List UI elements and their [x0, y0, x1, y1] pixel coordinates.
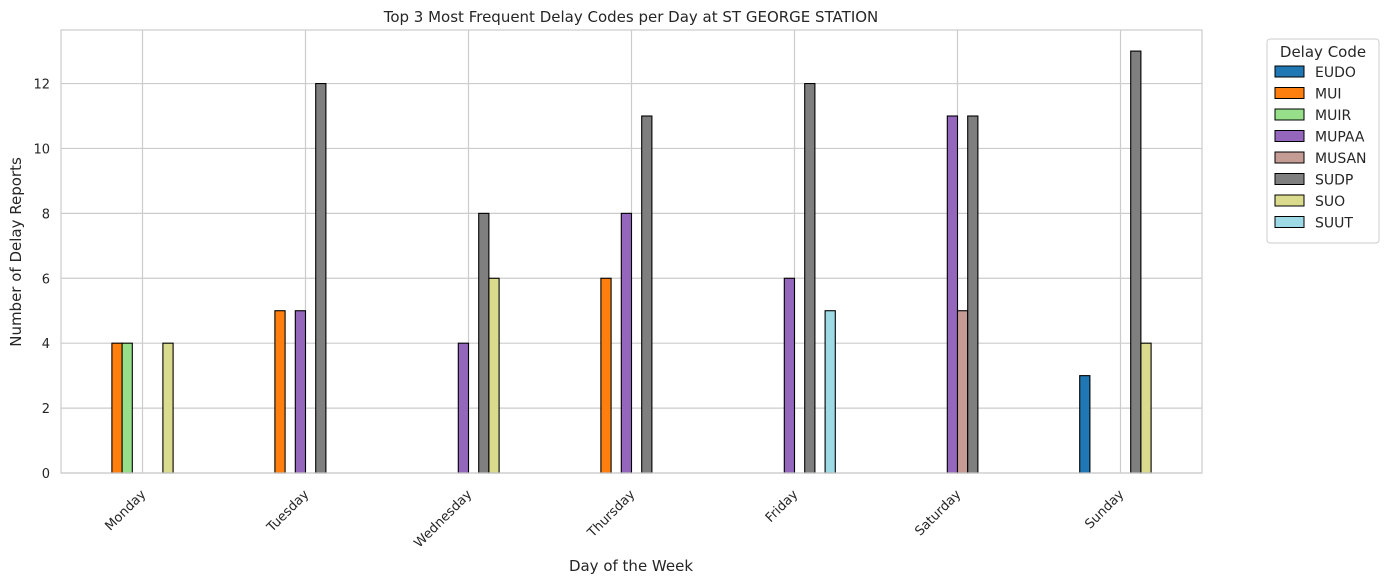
bar-mui-monday	[111, 342, 123, 474]
bar-suo-sunday	[1140, 342, 1152, 474]
bar-mui-tuesday	[274, 310, 286, 474]
bar-muir-monday	[121, 342, 133, 474]
bar-suo-wednesday	[488, 277, 500, 474]
legend-label-muir: MUIR	[1315, 108, 1351, 124]
y-tick-label: 10	[33, 142, 50, 157]
x-tick-label: Tuesday	[264, 487, 313, 536]
legend-label-mupaa: MUPAA	[1315, 130, 1365, 146]
bar-sudp-saturday	[967, 115, 979, 474]
bar-mupaa-saturday	[946, 115, 959, 474]
legend-items: EUDO MUI MUIR MUPAA MUSAN SUDP SUO SUUT	[1274, 65, 1367, 232]
legend-label-suo: SUO	[1315, 194, 1345, 210]
bar-suo-monday	[162, 342, 174, 474]
legend-label-musan: MUSAN	[1315, 151, 1367, 167]
y-tick-label: 0	[42, 467, 50, 482]
bar-musan-saturday	[956, 310, 969, 474]
legend-label-eudo: EUDO	[1315, 65, 1356, 81]
legend-label-mui: MUI	[1315, 87, 1341, 103]
legend-swatch-musan	[1274, 151, 1305, 164]
x-tick-label: Saturday	[912, 487, 964, 539]
y-axis-label: Number of Delay Reports	[7, 157, 25, 347]
legend-swatch-suo	[1274, 194, 1305, 207]
x-axis-ticks: Monday Tuesday Wednesday Thursday Friday Satu…	[102, 487, 1127, 551]
y-tick-label: 8	[42, 207, 50, 222]
legend-swatch-mupaa	[1274, 130, 1305, 142]
bar-mupaa-friday	[783, 277, 796, 474]
chart-title: Top 3 Most Frequent Delay Codes per Day …	[383, 8, 879, 26]
bar-sudp-tuesday	[315, 82, 327, 474]
y-tick-label: 12	[33, 78, 50, 93]
legend-label-suut: SUUT	[1315, 216, 1353, 232]
x-axis-label: Day of the Week	[569, 557, 693, 575]
bar-sudp-friday	[804, 82, 816, 474]
legend-swatch-mui	[1274, 87, 1305, 99]
legend-label-sudp: SUDP	[1315, 173, 1353, 189]
x-tick-label: Sunday	[1082, 487, 1127, 532]
bar-mupaa-tuesday	[294, 310, 307, 474]
bar-eudo-sunday	[1079, 375, 1091, 474]
x-tick-label: Wednesday	[412, 487, 476, 551]
x-tick-label: Monday	[102, 487, 149, 534]
bar-mui-thursday	[600, 277, 612, 474]
y-axis-ticks: 0 2 4 6 8 10 12	[33, 78, 50, 482]
legend-title: Delay Code	[1280, 43, 1366, 61]
bar-suut-friday	[824, 310, 836, 474]
bar-sudp-thursday	[641, 115, 653, 474]
x-tick-label: Friday	[763, 487, 802, 526]
y-tick-label: 4	[42, 337, 50, 352]
bar-mupaa-thursday	[620, 212, 633, 474]
legend-swatch-suut	[1274, 216, 1305, 228]
legend-swatch-sudp	[1274, 173, 1305, 185]
bar-sudp-wednesday	[478, 212, 490, 474]
y-tick-label: 6	[42, 272, 50, 287]
legend-swatch-eudo	[1274, 65, 1305, 78]
plot-frame	[60, 29, 1203, 474]
bar-mupaa-wednesday	[457, 342, 470, 474]
y-tick-label: 2	[42, 402, 50, 417]
bar-sudp-sunday	[1130, 50, 1142, 474]
legend-swatch-muir	[1274, 108, 1305, 121]
legend: Delay Code EUDO MUI MUIR MUPAA MUSAN SUDP SUO S…	[1266, 38, 1380, 244]
x-tick-label: Thursday	[584, 487, 638, 541]
